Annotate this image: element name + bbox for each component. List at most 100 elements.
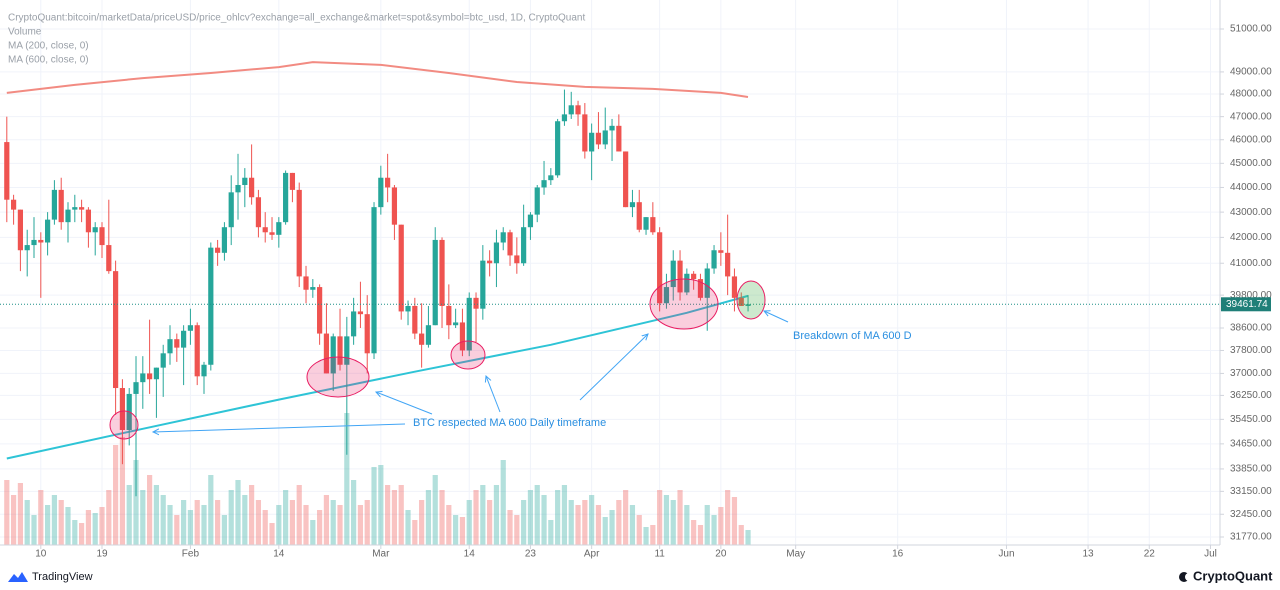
candle-body <box>249 177 255 198</box>
last-price-tag <box>1221 297 1271 312</box>
candle-body <box>283 172 289 223</box>
volume-bar <box>153 485 160 545</box>
volume-bar <box>697 525 704 545</box>
candle-body <box>79 207 85 210</box>
volume-bar <box>432 475 438 545</box>
moving-average-line <box>6 61 749 98</box>
x-tick-label: 14 <box>273 549 285 560</box>
annotation-arrow <box>764 311 789 323</box>
candle-body <box>58 189 64 223</box>
candle-body <box>262 227 268 233</box>
volume-bar <box>140 490 146 545</box>
volume-bar <box>561 485 568 545</box>
candle-body <box>174 339 180 348</box>
last-price-label: 39461.74 <box>1226 299 1268 310</box>
volume-layer <box>4 413 751 545</box>
candle-body <box>473 297 479 309</box>
volume-bar <box>269 523 275 545</box>
volume-bar <box>296 485 302 545</box>
volume-bar <box>670 500 676 545</box>
volume-bar <box>602 517 608 545</box>
y-tick-label: 32450.00 <box>1230 509 1272 520</box>
tradingview-logo <box>8 572 28 582</box>
volume-bar <box>11 495 17 545</box>
candle-body <box>11 199 17 210</box>
volume-bar <box>167 505 173 545</box>
candle-body <box>323 333 330 374</box>
annotation-text: BTC respected MA 600 Daily timeframe <box>413 417 606 429</box>
y-tick-label: 45000.00 <box>1230 158 1272 169</box>
volume-bar <box>575 505 581 545</box>
x-tick-label: Mar <box>372 549 390 560</box>
candle-body <box>255 197 262 228</box>
candle-body <box>317 287 323 334</box>
volume-bar <box>473 490 479 545</box>
volume-bar <box>174 515 180 545</box>
volume-bar <box>99 507 105 545</box>
candle-body <box>595 132 602 145</box>
candle-body <box>718 250 724 253</box>
candle-body <box>711 250 717 269</box>
volume-bar <box>459 517 466 545</box>
candle-body <box>31 239 37 246</box>
x-tick-label: May <box>786 549 805 560</box>
highlight-ellipse <box>450 340 486 370</box>
candle-body <box>72 207 78 210</box>
volume-bar <box>283 490 289 545</box>
candle-body <box>541 180 547 188</box>
volume-bar <box>351 480 357 545</box>
y-tick-label: 36250.00 <box>1230 390 1272 401</box>
volume-bar <box>72 520 78 545</box>
legend-volume: Volume <box>8 27 42 38</box>
candle-body <box>113 271 119 389</box>
candle-body <box>548 175 554 181</box>
x-tick-label: 16 <box>892 549 904 560</box>
volume-bar <box>106 490 112 545</box>
candle-body <box>51 189 58 220</box>
annotation-arrow <box>579 334 648 401</box>
volume-bar <box>289 500 296 545</box>
volume-bar <box>725 490 731 545</box>
candle-body <box>296 189 302 277</box>
cryptoquant-logo <box>1185 573 1193 581</box>
y-tick-label: 39800.00 <box>1230 290 1272 301</box>
volume-bar <box>507 510 513 545</box>
volume-bar <box>446 505 452 545</box>
chart-title: CryptoQuant:bitcoin/marketData/priceUSD/… <box>8 13 585 24</box>
volume-bar <box>317 510 323 545</box>
y-tick-label: 41000.00 <box>1230 258 1272 269</box>
annotation-arrow <box>486 376 501 413</box>
candle-body <box>310 287 316 290</box>
x-tick-label: Jun <box>998 549 1014 560</box>
volume-bar <box>378 465 384 545</box>
candle-body <box>643 217 649 230</box>
volume-bar <box>419 500 425 545</box>
volume-bar <box>718 507 724 545</box>
highlight-ellipse <box>649 278 719 330</box>
candle-body <box>412 305 418 334</box>
candle-body <box>364 314 370 354</box>
candle-body <box>378 177 384 208</box>
volume-bar <box>589 495 595 545</box>
volume-bar <box>201 505 207 545</box>
volume-bar <box>487 500 493 545</box>
volume-bar <box>595 505 602 545</box>
candle-body <box>181 330 187 348</box>
candle-body <box>337 336 343 365</box>
highlight-ellipse <box>109 410 139 440</box>
candle-body <box>480 260 486 309</box>
x-tick-label: Feb <box>182 549 200 560</box>
candle-body <box>106 245 112 272</box>
candle-body <box>439 239 445 306</box>
candle-body <box>446 305 452 326</box>
candle-body <box>466 297 472 351</box>
candle-body <box>555 121 561 176</box>
volume-bar <box>425 490 432 545</box>
volume-bar <box>147 475 153 545</box>
y-tick-label: 47000.00 <box>1230 111 1272 122</box>
candle-body <box>65 209 71 223</box>
annotation-shapes <box>109 278 789 440</box>
volume-bar <box>677 490 683 545</box>
volume-bar <box>657 490 663 545</box>
candle-body <box>17 209 24 251</box>
